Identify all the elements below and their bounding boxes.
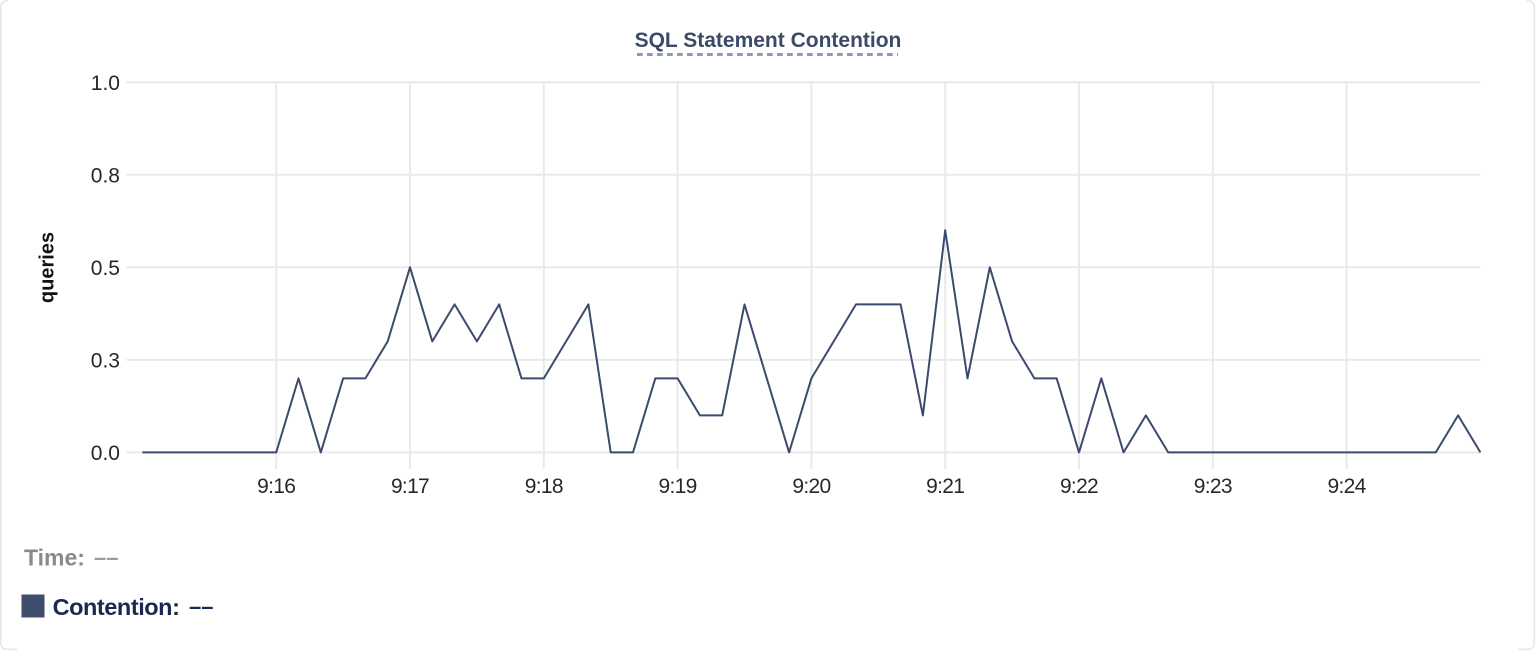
svg-text:9:23: 9:23 xyxy=(1194,475,1232,498)
svg-text:9:17: 9:17 xyxy=(391,475,429,498)
svg-text:0.0: 0.0 xyxy=(91,442,120,465)
svg-text:9:20: 9:20 xyxy=(792,475,830,498)
svg-text:Time:: Time: xyxy=(24,545,85,571)
svg-text:9:19: 9:19 xyxy=(659,475,697,498)
svg-text:0.3: 0.3 xyxy=(91,350,120,373)
svg-text:9:16: 9:16 xyxy=(257,475,295,498)
svg-text:0.5: 0.5 xyxy=(91,257,120,280)
svg-text:SQL Statement Contention: SQL Statement Contention xyxy=(635,29,902,52)
svg-text:0.8: 0.8 xyxy=(91,165,120,188)
svg-text:9:24: 9:24 xyxy=(1328,475,1367,498)
svg-text:––: –– xyxy=(94,545,118,570)
svg-text:Contention:: Contention: xyxy=(53,594,180,620)
svg-text:––: –– xyxy=(189,594,213,619)
svg-text:9:21: 9:21 xyxy=(926,475,964,498)
svg-text:queries: queries xyxy=(37,232,59,303)
svg-text:1.0: 1.0 xyxy=(91,72,120,95)
svg-text:9:22: 9:22 xyxy=(1060,475,1098,498)
svg-text:9:18: 9:18 xyxy=(525,475,563,498)
